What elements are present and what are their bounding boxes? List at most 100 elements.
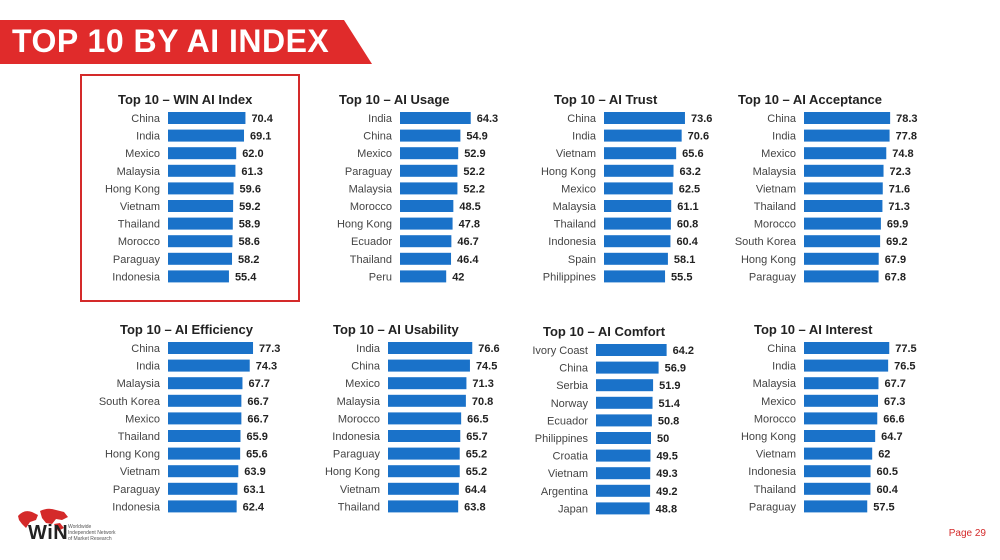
value-label: 65.6 <box>682 148 703 160</box>
bar <box>168 430 241 442</box>
bar <box>604 112 685 124</box>
chart-title: Top 10 – AI Interest <box>754 322 873 337</box>
bar <box>168 359 250 372</box>
category-label: Mexico <box>345 378 380 390</box>
category-label: Norway <box>551 398 589 410</box>
value-label: 70.6 <box>688 131 709 143</box>
category-label: Paraguay <box>333 449 381 461</box>
value-label: 64.2 <box>673 345 694 357</box>
value-label: 63.2 <box>680 166 701 178</box>
value-label: 67.7 <box>884 378 905 390</box>
bar <box>400 147 459 160</box>
chart-bars: China 77.5 India 76.5 Malaysia 67.7 Mexico 67.3… <box>741 342 917 513</box>
chart-title: Top 10 – AI Efficiency <box>120 322 253 337</box>
value-label: 58.6 <box>238 236 259 248</box>
value-label: 67.8 <box>885 271 906 283</box>
value-label: 62.5 <box>679 183 700 195</box>
world-map-icon <box>18 508 68 531</box>
bar <box>596 432 651 444</box>
value-label: 64.3 <box>477 113 498 125</box>
banner-background <box>0 20 372 64</box>
bar <box>804 129 890 142</box>
bar <box>388 482 459 495</box>
category-label: Vietnam <box>556 148 596 160</box>
category-label: Morocco <box>754 219 796 231</box>
value-label: 58.1 <box>674 254 695 266</box>
value-label: 60.4 <box>876 484 898 496</box>
category-label: Hong Kong <box>105 449 160 461</box>
category-label: India <box>136 361 161 373</box>
bar <box>604 252 668 265</box>
category-label: Ivory Coast <box>532 345 588 357</box>
bar <box>604 235 671 248</box>
value-label: 66.6 <box>883 413 904 425</box>
chart-bars: Ivory Coast 64.2 China 56.9 Serbia 51.9 Norway… <box>532 344 694 515</box>
bar <box>168 252 233 265</box>
chart-ai-acceptance: Top 10 – AI Acceptance China 78.3 India 77.… <box>722 92 952 302</box>
chart-ai-efficiency: Top 10 – AI Efficiency China 77.3 India 74.… <box>86 322 316 532</box>
category-label: Vietnam <box>120 201 160 213</box>
category-label: Vietnam <box>756 449 796 461</box>
value-label: 62 <box>878 449 890 461</box>
category-label: Croatia <box>553 451 589 463</box>
category-label: Morocco <box>338 413 380 425</box>
value-label: 67.9 <box>885 254 906 266</box>
category-label: Thailand <box>338 501 380 513</box>
category-label: Indonesia <box>548 236 597 248</box>
category-label: China <box>559 363 589 375</box>
bar <box>804 200 883 212</box>
bar <box>400 235 452 248</box>
bar <box>168 412 242 425</box>
bar <box>804 447 873 460</box>
value-label: 46.4 <box>457 254 479 266</box>
bar <box>168 217 233 230</box>
value-label: 63.9 <box>244 466 265 478</box>
category-label: Morocco <box>754 413 796 425</box>
bar <box>168 200 234 212</box>
value-label: 60.8 <box>677 219 698 231</box>
bar <box>168 270 229 283</box>
category-label: Hong Kong <box>741 431 796 443</box>
bar <box>804 377 879 390</box>
category-label: Indonesia <box>748 466 797 478</box>
category-label: Hong Kong <box>105 183 160 195</box>
bar <box>804 235 881 248</box>
chart-bars: China 78.3 India 77.8 Mexico 74.8 Malaysia 72.3… <box>735 112 918 283</box>
value-label: 48.5 <box>459 201 480 213</box>
bar <box>804 112 891 124</box>
bar <box>804 412 878 425</box>
category-label: China <box>767 343 797 355</box>
chart-bars: China 73.6 India 70.6 Vietnam 65.6 Hong Kong 63… <box>541 112 712 283</box>
value-label: 52.2 <box>463 166 484 178</box>
category-label: Malaysia <box>753 378 797 390</box>
title-banner: TOP 10 BY AI INDEX <box>0 20 372 64</box>
value-label: 56.9 <box>665 363 686 375</box>
category-label: Mexico <box>125 413 160 425</box>
value-label: 73.6 <box>691 113 712 125</box>
value-label: 52.9 <box>464 148 485 160</box>
value-label: 42 <box>452 271 464 283</box>
value-label: 61.1 <box>677 201 698 213</box>
value-label: 48.8 <box>656 503 677 515</box>
bar <box>168 465 239 478</box>
value-label: 78.3 <box>896 113 917 125</box>
value-label: 65.2 <box>466 449 487 461</box>
value-label: 64.7 <box>881 431 902 443</box>
bar <box>168 342 254 354</box>
value-label: 69.1 <box>250 131 271 143</box>
chart-bars: India 64.3 China 54.9 Mexico 52.9 Paraguay 52.2… <box>337 112 498 283</box>
value-label: 46.7 <box>457 236 478 248</box>
category-label: Argentina <box>541 486 589 498</box>
value-label: 71.3 <box>472 378 493 390</box>
category-label: Thailand <box>754 201 796 213</box>
category-label: China <box>567 113 597 125</box>
category-label: Paraguay <box>113 254 161 266</box>
value-label: 58.2 <box>238 254 259 266</box>
chart-ai-interest: Top 10 – AI Interest China 77.5 India 76.5 M… <box>722 322 952 532</box>
bar <box>604 129 682 142</box>
category-label: India <box>772 131 797 143</box>
chart-title: Top 10 – AI Acceptance <box>738 92 883 107</box>
bar <box>388 447 460 460</box>
bar <box>388 377 467 390</box>
value-label: 65.2 <box>466 466 487 478</box>
